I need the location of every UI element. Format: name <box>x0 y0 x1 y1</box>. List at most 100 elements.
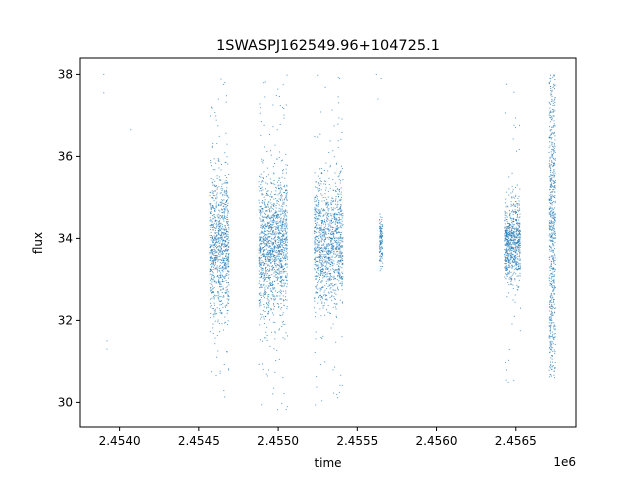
data-point <box>217 125 219 127</box>
data-point <box>324 239 326 241</box>
data-point <box>554 185 556 187</box>
data-point <box>277 283 279 285</box>
data-point <box>214 320 216 322</box>
data-point <box>281 234 283 236</box>
data-point <box>325 248 327 250</box>
data-point <box>277 88 279 90</box>
data-point <box>225 240 227 242</box>
data-point <box>258 260 260 262</box>
data-point <box>275 186 277 188</box>
data-point <box>221 234 223 236</box>
data-point <box>332 207 334 209</box>
data-point <box>275 258 277 260</box>
data-point <box>379 251 381 253</box>
data-point <box>260 187 262 189</box>
data-point <box>330 202 332 204</box>
data-point <box>216 271 218 273</box>
data-point <box>221 216 223 218</box>
data-point <box>379 270 381 272</box>
data-point <box>271 331 273 333</box>
data-point <box>341 284 343 286</box>
data-point <box>280 267 282 269</box>
data-point <box>267 269 269 271</box>
data-point <box>325 283 327 285</box>
data-point <box>318 274 320 276</box>
data-point <box>317 302 319 304</box>
data-point <box>550 235 552 237</box>
data-point <box>282 265 284 267</box>
data-point <box>329 257 331 259</box>
data-point <box>210 287 212 289</box>
data-point <box>225 229 227 231</box>
data-point <box>339 251 341 253</box>
data-point <box>516 258 518 260</box>
data-point <box>327 285 329 287</box>
data-point <box>221 242 223 244</box>
data-point <box>382 241 384 243</box>
data-point <box>335 283 337 285</box>
data-point <box>517 246 519 248</box>
data-point <box>211 197 213 199</box>
data-point <box>226 199 228 201</box>
data-point <box>227 259 229 261</box>
data-point <box>342 262 344 264</box>
data-point <box>550 137 552 139</box>
data-point <box>334 207 336 209</box>
data-point <box>218 254 220 256</box>
data-point <box>330 263 332 265</box>
data-point <box>266 216 268 218</box>
data-point <box>227 211 229 213</box>
data-point <box>261 215 263 217</box>
data-point <box>551 95 553 97</box>
data-point <box>210 224 212 226</box>
data-point <box>271 265 273 267</box>
data-point <box>337 188 339 190</box>
data-point <box>549 158 551 160</box>
data-point <box>550 268 552 270</box>
data-point <box>327 213 329 215</box>
data-point <box>281 321 283 323</box>
data-point <box>553 186 555 188</box>
data-point <box>552 221 554 223</box>
y-tick-label: 30 <box>58 395 73 409</box>
data-point <box>215 241 217 243</box>
data-point <box>260 134 262 136</box>
data-point <box>553 123 555 125</box>
data-point <box>221 216 223 218</box>
data-point <box>552 234 554 236</box>
data-point <box>554 150 556 152</box>
data-point <box>272 260 274 262</box>
data-point <box>265 244 267 246</box>
data-point <box>271 294 273 296</box>
data-point <box>215 247 217 249</box>
data-point <box>222 238 224 240</box>
data-point <box>328 151 330 153</box>
data-point <box>211 146 213 148</box>
data-point <box>338 219 340 221</box>
data-point <box>284 213 286 215</box>
data-point <box>217 246 219 248</box>
data-point <box>553 186 555 188</box>
data-point <box>218 223 220 225</box>
data-point <box>334 212 336 214</box>
data-point <box>265 373 267 375</box>
data-point <box>509 226 511 228</box>
data-point <box>273 348 275 350</box>
data-point <box>317 264 319 266</box>
data-point <box>320 229 322 231</box>
data-point <box>553 285 555 287</box>
data-point <box>218 186 220 188</box>
data-point <box>259 238 261 240</box>
data-point <box>336 316 338 318</box>
data-point <box>550 103 552 105</box>
data-point <box>218 259 220 261</box>
data-point <box>224 322 226 324</box>
data-point <box>548 335 550 337</box>
data-point <box>279 182 281 184</box>
data-point <box>327 223 329 225</box>
data-point <box>316 198 318 200</box>
data-point <box>506 254 508 256</box>
data-point <box>285 193 287 195</box>
data-point <box>264 255 266 257</box>
data-point <box>317 244 319 246</box>
